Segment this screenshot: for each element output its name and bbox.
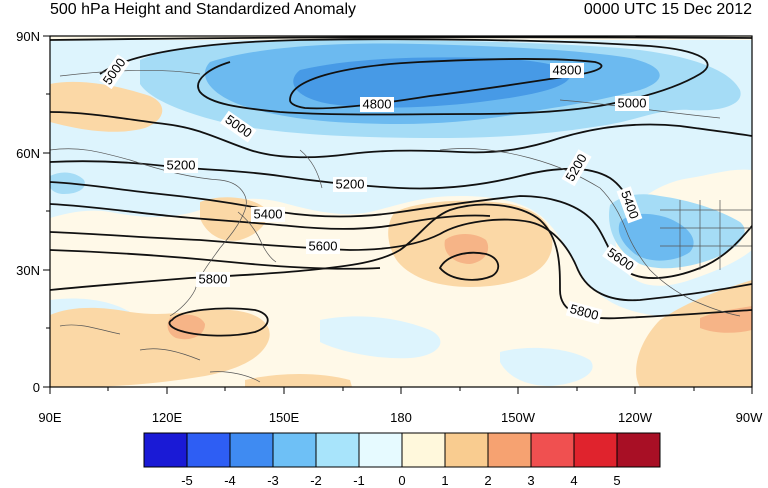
colorbar-swatch bbox=[358, 432, 403, 468]
lat-label-0: 0 bbox=[32, 380, 40, 395]
contour-5000 bbox=[99, 38, 709, 116]
contour-label: 5800 bbox=[568, 301, 600, 323]
positive-anomaly-region bbox=[636, 280, 752, 387]
contour-label: 5200 bbox=[167, 157, 196, 172]
colorbar-swatch bbox=[229, 432, 274, 468]
contour-5200 bbox=[50, 111, 752, 159]
contour-label: 5400 bbox=[254, 206, 283, 221]
japan-coast bbox=[237, 211, 277, 263]
anomaly-colorbar bbox=[143, 432, 661, 468]
colorbar-tick-label: 4 bbox=[570, 473, 578, 488]
north-america-coast bbox=[599, 187, 741, 317]
contour-5000-north bbox=[50, 36, 752, 41]
colorbar-tick-label: -3 bbox=[267, 473, 279, 488]
anomaly-shading bbox=[50, 36, 752, 387]
colorbar-swatch bbox=[401, 432, 446, 468]
colorbar-swatch bbox=[616, 432, 661, 468]
colorbar-swatch bbox=[315, 432, 360, 468]
contour-5900-closed bbox=[168, 307, 269, 337]
contour-label: 5000 bbox=[618, 95, 647, 110]
alaska-coast bbox=[439, 148, 601, 189]
contour-5400 bbox=[50, 181, 752, 279]
valid-time-label: 0000 UTC 15 Dec 2012 bbox=[583, 1, 752, 18]
colorbar-tick-label: 2 bbox=[484, 473, 492, 488]
map-frame bbox=[43, 35, 753, 394]
colorbar-tick-label: 1 bbox=[441, 473, 449, 488]
colorbar-tick-label: 0 bbox=[398, 473, 406, 488]
lon-label-150e: 150E bbox=[268, 410, 300, 425]
contour-5600b bbox=[50, 249, 381, 270]
colorbar-swatch bbox=[530, 432, 575, 468]
lat-label-90n: 90N bbox=[16, 29, 40, 44]
colorbar-swatch bbox=[143, 432, 188, 468]
asia-coast bbox=[50, 148, 247, 317]
contour-label: 4800 bbox=[363, 96, 392, 111]
contour-label: 5600 bbox=[309, 238, 338, 253]
colorbar-swatch bbox=[186, 432, 231, 468]
contour-label: 4800 bbox=[553, 62, 582, 77]
positive-anomaly-region bbox=[200, 197, 268, 241]
negative-anomaly-region bbox=[500, 347, 593, 386]
positive-anomaly-region bbox=[167, 314, 205, 340]
colorbar-swatch bbox=[487, 432, 532, 468]
figure-title: 500 hPa Height and Standardized Anomaly bbox=[50, 1, 356, 18]
lat-label-60n: 60N bbox=[16, 146, 40, 161]
positive-anomaly-region bbox=[50, 307, 270, 387]
colorbar-tick-label: -2 bbox=[310, 473, 322, 488]
colorbar-tick-label: -4 bbox=[224, 473, 236, 488]
contour-5400b bbox=[50, 203, 491, 230]
lon-ticks bbox=[49, 387, 753, 394]
contour-5800-high bbox=[438, 251, 500, 281]
maritime-continent bbox=[59, 324, 261, 383]
colorbar-tick-label: -5 bbox=[181, 473, 193, 488]
colorbar-tick-label: 5 bbox=[613, 473, 621, 488]
us-states-grid bbox=[660, 200, 752, 270]
negative-anomaly-region bbox=[320, 316, 441, 359]
kamchatka-coast bbox=[299, 149, 323, 189]
lat-label-30n: 30N bbox=[16, 263, 40, 278]
positive-anomaly-region bbox=[245, 374, 352, 387]
contour-5600 bbox=[50, 218, 752, 302]
colorbar-swatch bbox=[444, 432, 489, 468]
colorbar-swatch bbox=[272, 432, 317, 468]
lon-label-90e: 90E bbox=[38, 410, 62, 425]
lat-ticks bbox=[43, 35, 50, 388]
lon-label-120w: 120W bbox=[618, 410, 652, 425]
lon-label-180: 180 bbox=[390, 410, 412, 425]
lon-label-150w: 150W bbox=[501, 410, 535, 425]
contour-label: 5200 bbox=[336, 176, 365, 191]
contour-label: 5800 bbox=[199, 271, 228, 286]
negative-anomaly-region bbox=[293, 57, 570, 108]
positive-anomaly-region bbox=[700, 306, 752, 333]
lon-label-90w: 90W bbox=[735, 410, 763, 425]
colorbar-swatch bbox=[573, 432, 618, 468]
colorbar-tick-label: 3 bbox=[527, 473, 535, 488]
negative-anomaly-region bbox=[618, 213, 694, 261]
lon-label-120e: 120E bbox=[151, 410, 183, 425]
colorbar-tick-label: -1 bbox=[353, 473, 365, 488]
